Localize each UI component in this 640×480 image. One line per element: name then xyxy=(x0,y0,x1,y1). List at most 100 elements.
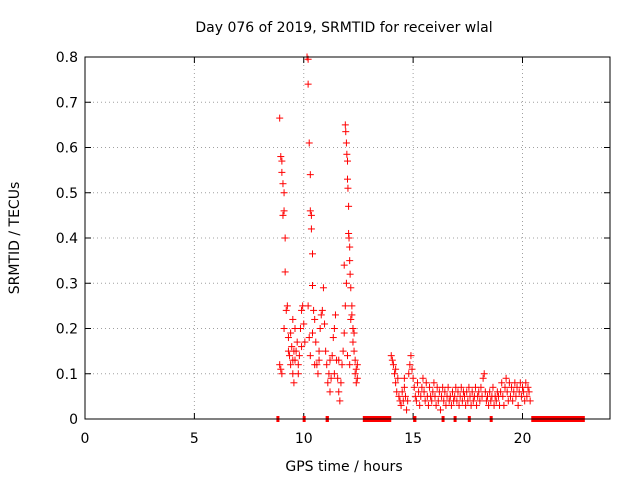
data-point xyxy=(315,356,323,364)
data-point xyxy=(335,388,343,396)
data-point xyxy=(480,370,488,378)
data-point xyxy=(277,153,285,161)
data-point xyxy=(305,139,313,147)
y-tick-label: 0.1 xyxy=(56,367,78,383)
data-point xyxy=(319,284,327,292)
data-point xyxy=(465,383,473,391)
data-point xyxy=(307,211,315,219)
data-point xyxy=(345,234,353,242)
data-point xyxy=(289,356,297,364)
data-point xyxy=(334,374,342,382)
data-point xyxy=(343,150,351,158)
data-point xyxy=(298,343,306,351)
data-point xyxy=(526,397,534,405)
data-point xyxy=(414,379,421,387)
data-point xyxy=(276,361,284,369)
data-point xyxy=(304,302,312,310)
data-point xyxy=(341,121,349,129)
data-point xyxy=(392,365,400,373)
data-point xyxy=(469,397,477,405)
data-point xyxy=(286,352,294,360)
data-point xyxy=(306,352,314,360)
data-point xyxy=(327,374,335,382)
x-tick-label: 5 xyxy=(190,431,199,447)
data-point xyxy=(323,361,331,369)
data-point xyxy=(400,383,408,391)
data-point xyxy=(353,361,361,369)
data-point xyxy=(345,202,353,210)
data-point xyxy=(389,361,397,369)
data-point xyxy=(346,361,354,369)
data-point xyxy=(492,397,500,405)
data-point xyxy=(500,401,508,409)
data-point xyxy=(473,401,481,409)
data-point xyxy=(293,338,301,346)
data-point xyxy=(309,282,316,290)
data-point xyxy=(422,379,430,387)
data-point xyxy=(406,361,414,369)
data-point xyxy=(486,388,494,396)
data-point xyxy=(387,352,395,360)
y-tick-label: 0 xyxy=(69,412,78,428)
data-point xyxy=(280,189,288,197)
data-point xyxy=(300,320,308,328)
data-point xyxy=(489,383,497,391)
y-tick-label: 0.8 xyxy=(56,50,78,66)
data-point xyxy=(479,374,487,382)
data-point xyxy=(340,261,348,269)
data-point xyxy=(404,397,412,405)
data-point xyxy=(475,388,483,396)
data-point xyxy=(287,361,295,369)
data-point xyxy=(497,388,505,396)
data-point xyxy=(290,347,298,355)
data-point xyxy=(346,257,354,265)
data-point xyxy=(436,406,444,414)
data-point xyxy=(395,392,403,400)
data-point xyxy=(522,379,530,387)
y-tick-label: 0.7 xyxy=(56,95,78,111)
data-point xyxy=(322,347,330,355)
data-point xyxy=(428,397,436,405)
data-point xyxy=(348,302,356,310)
data-point xyxy=(426,383,434,391)
data-point xyxy=(294,370,302,378)
data-point xyxy=(281,268,289,276)
data-point xyxy=(410,383,418,391)
tick-labels: 0 0.1 0.2 0.3 0.4 0.5 0.6 0.7 0.8 0 5 10 15 20 xyxy=(56,50,532,447)
data-point xyxy=(424,401,432,409)
data-point xyxy=(349,325,357,332)
data-point xyxy=(288,343,296,351)
data-point xyxy=(502,374,510,382)
data-point xyxy=(353,374,361,382)
data-point xyxy=(328,352,336,360)
y-tick-label: 0.6 xyxy=(56,141,78,157)
data-point xyxy=(330,370,338,378)
data-point xyxy=(342,279,350,287)
data-point xyxy=(444,383,452,391)
data-point xyxy=(311,315,319,323)
x-tick-label: 15 xyxy=(404,431,422,447)
data-point xyxy=(348,311,356,319)
data-point xyxy=(310,306,318,314)
data-point xyxy=(283,302,291,310)
data-point xyxy=(350,329,358,337)
plot-frame xyxy=(84,56,611,420)
data-point xyxy=(388,356,396,364)
data-point xyxy=(344,157,351,165)
data-point xyxy=(344,352,351,360)
data-point xyxy=(503,388,511,396)
data-point xyxy=(306,207,314,215)
data-point xyxy=(477,383,485,391)
x-tick-label: 10 xyxy=(295,431,313,447)
data-point xyxy=(326,388,334,396)
data-point xyxy=(432,401,440,409)
data-point xyxy=(419,374,427,382)
data-point xyxy=(417,392,425,400)
data-point xyxy=(278,370,286,378)
data-point xyxy=(352,379,360,387)
x-axis-label: GPS time / hours xyxy=(285,459,402,475)
data-point xyxy=(279,211,287,219)
data-point xyxy=(335,356,343,364)
data-point xyxy=(344,175,351,183)
